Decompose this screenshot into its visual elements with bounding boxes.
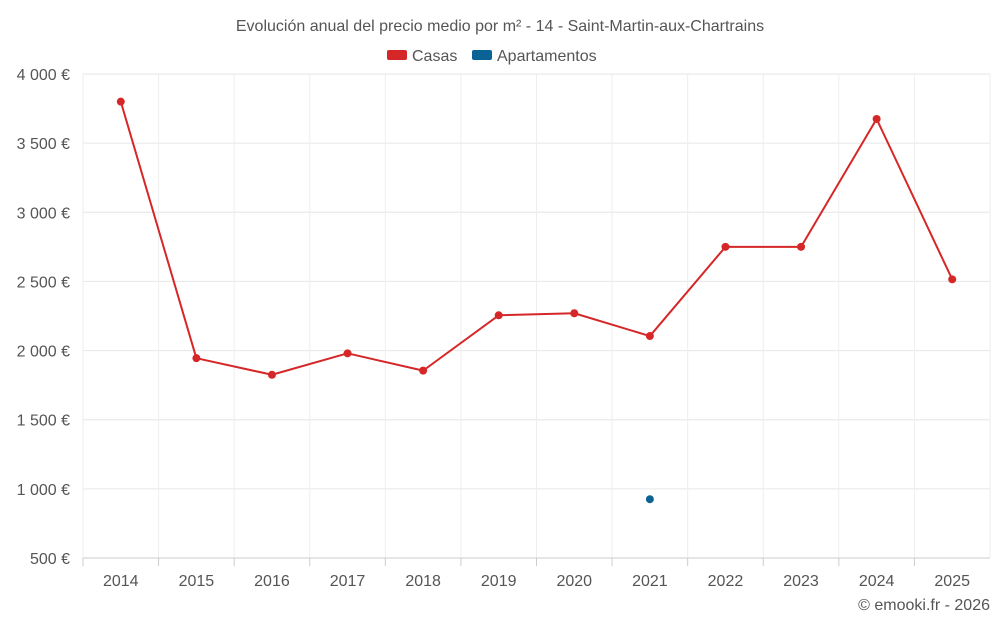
x-tick-label: 2018 — [405, 573, 441, 590]
x-tick-label: 2025 — [934, 573, 970, 590]
data-point-casas[interactable] — [116, 97, 125, 106]
grid-lines — [82, 73, 991, 559]
x-tick-label: 2020 — [556, 573, 592, 590]
data-point-casas[interactable] — [872, 114, 881, 123]
data-point-casas[interactable] — [570, 309, 579, 318]
chart-title: Evolución anual del precio medio por m² … — [236, 18, 764, 35]
legend-item-casas[interactable]: Casas — [387, 48, 457, 65]
legend-swatch — [387, 50, 407, 60]
credit-text: © emooki.fr - 2026 — [858, 597, 990, 614]
y-tick-label: 4 000 € — [17, 67, 70, 84]
y-tick-label: 1 500 € — [17, 413, 70, 430]
series-line-casas — [119, 101, 954, 376]
y-tick-label: 1 000 € — [17, 482, 70, 499]
x-tick-label: 2019 — [481, 573, 517, 590]
legend-item-apartamentos[interactable]: Apartamentos — [472, 48, 597, 65]
y-axis: 500 € 1 000 € 1 500 € 2 000 € 2 500 € 3 000 €… — [17, 67, 70, 568]
series-layer — [116, 97, 957, 504]
data-point-casas[interactable] — [645, 332, 654, 341]
y-tick-label: 500 € — [30, 551, 70, 568]
data-point-casas[interactable] — [192, 354, 201, 363]
data-point-casas[interactable] — [419, 366, 428, 375]
data-point-casas[interactable] — [797, 242, 806, 251]
data-point-casas[interactable] — [267, 370, 276, 379]
legend: Casas Apartamentos — [387, 48, 597, 65]
x-tick-label: 2017 — [330, 573, 366, 590]
y-tick-label: 3 500 € — [17, 136, 70, 153]
x-tick-label: 2024 — [859, 573, 895, 590]
data-point-casas[interactable] — [721, 242, 730, 251]
x-tick-label: 2016 — [254, 573, 290, 590]
x-axis: 2014 2015 2016 2017 2018 2019 2020 2021 2022 2023… — [82, 557, 990, 590]
data-point-casas[interactable] — [494, 311, 503, 320]
y-tick-label: 2 000 € — [17, 344, 70, 361]
x-tick-label: 2022 — [708, 573, 744, 590]
x-tick-label: 2014 — [103, 573, 139, 590]
legend-label: Casas — [412, 48, 457, 65]
y-tick-label: 3 000 € — [17, 205, 70, 222]
legend-label: Apartamentos — [497, 48, 597, 65]
x-tick-label: 2023 — [783, 573, 819, 590]
data-point-casas[interactable] — [343, 349, 352, 358]
y-tick-label: 2 500 € — [17, 274, 70, 291]
x-tick-label: 2021 — [632, 573, 668, 590]
x-tick-label: 2015 — [179, 573, 215, 590]
legend-swatch — [472, 50, 492, 60]
data-point-casas[interactable] — [948, 275, 957, 284]
data-point-apartamentos[interactable] — [645, 495, 654, 504]
